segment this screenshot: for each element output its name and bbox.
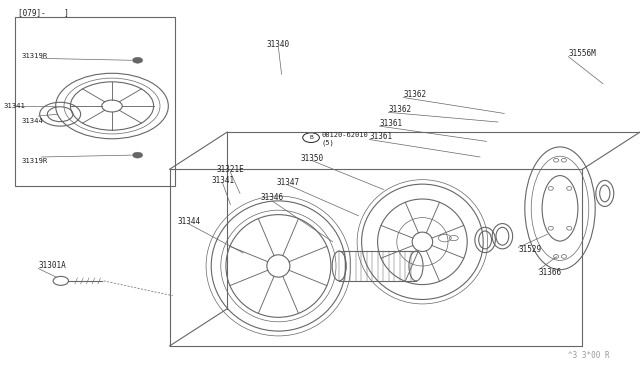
Text: 31341: 31341 — [211, 176, 234, 185]
Text: 31346: 31346 — [260, 193, 284, 202]
Text: 31362: 31362 — [388, 105, 412, 114]
Text: 31347: 31347 — [276, 178, 300, 187]
Text: 08120-62010: 08120-62010 — [321, 132, 368, 138]
Bar — [15, 17, 175, 186]
Text: 31556M: 31556M — [568, 49, 596, 58]
Text: 31344: 31344 — [21, 118, 43, 124]
Circle shape — [132, 152, 143, 158]
Text: [079]-    ]: [079]- ] — [18, 9, 68, 17]
Text: 31319R: 31319R — [21, 53, 47, 59]
Text: 31529: 31529 — [518, 246, 541, 254]
Text: 31341: 31341 — [3, 103, 25, 109]
Circle shape — [132, 57, 143, 63]
Text: 31301A: 31301A — [38, 262, 66, 270]
Text: 31362: 31362 — [403, 90, 426, 99]
Text: 31361: 31361 — [380, 119, 403, 128]
Text: 31350: 31350 — [301, 154, 324, 163]
Text: (5): (5) — [321, 140, 334, 146]
Text: B: B — [309, 135, 313, 140]
Text: 31319R: 31319R — [21, 158, 47, 164]
Text: 31344: 31344 — [177, 217, 200, 226]
Text: 31340: 31340 — [267, 40, 290, 49]
Text: ^3 3*00 R: ^3 3*00 R — [568, 351, 610, 360]
Text: 31361: 31361 — [369, 132, 392, 141]
Text: 31366: 31366 — [539, 268, 562, 277]
Text: 31321E: 31321E — [216, 165, 244, 174]
